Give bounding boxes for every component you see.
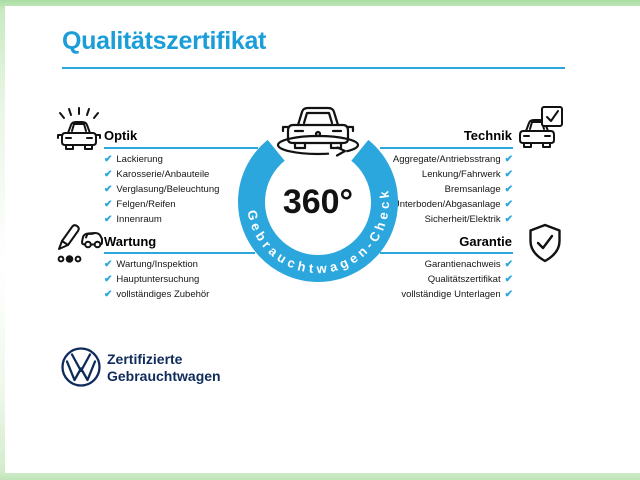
list-item: vollständige Unterlagen ✔ bbox=[343, 287, 513, 302]
list-item: Qualitätszertifikat ✔ bbox=[343, 272, 513, 287]
item-label: vollständige Unterlagen bbox=[401, 289, 501, 300]
item-label: Lackierung bbox=[116, 154, 163, 165]
check-icon: ✔ bbox=[504, 288, 513, 300]
list-item: ✔ Verglasung/Beleuchtung bbox=[104, 182, 219, 197]
item-label: Verglasung/Beleuchtung bbox=[116, 184, 220, 195]
list-item: ✔ Felgen/Reifen bbox=[104, 197, 219, 212]
item-label: vollständiges Zubehör bbox=[116, 289, 210, 300]
item-label: Sicherheit/Elektrik bbox=[424, 214, 501, 225]
service-checklist-icon bbox=[53, 223, 105, 267]
section-heading-optik: Optik bbox=[104, 128, 138, 143]
check-icon: ✔ bbox=[104, 153, 113, 165]
check-icon: ✔ bbox=[104, 258, 113, 270]
check-icon: ✔ bbox=[504, 258, 513, 270]
check-icon: ✔ bbox=[504, 213, 513, 225]
brand-claim: Zertifizierte Gebrauchtwagen bbox=[107, 351, 221, 384]
list-item: Garantienachweis ✔ bbox=[343, 257, 513, 272]
item-label: Bremsanlage bbox=[444, 184, 501, 195]
brand-claim-line2: Gebrauchtwagen bbox=[107, 367, 221, 384]
vw-logo-icon bbox=[60, 346, 102, 388]
technik-list: Aggregate/Antriebsstrang ✔ Lenkung/Fahrwe… bbox=[343, 152, 513, 227]
garantie-rule bbox=[380, 252, 513, 254]
item-label: Wartung/Inspektion bbox=[116, 259, 198, 270]
section-heading-wartung: Wartung bbox=[104, 234, 157, 249]
check-icon: ✔ bbox=[504, 183, 513, 195]
list-item: ✔ Lackierung bbox=[104, 152, 219, 167]
garantie-list: Garantienachweis ✔ Qualitätszertifikat ✔ v… bbox=[343, 257, 513, 302]
check-icon: ✔ bbox=[104, 288, 113, 300]
list-item: Lenkung/Fahrwerk ✔ bbox=[343, 167, 513, 182]
list-item: ✔ Innenraum bbox=[104, 212, 219, 227]
item-label: Aggregate/Antriebsstrang bbox=[392, 154, 501, 165]
check-icon: ✔ bbox=[104, 213, 113, 225]
section-heading-technik: Technik bbox=[463, 128, 512, 143]
item-label: Unterboden/Abgasanlage bbox=[392, 199, 501, 210]
item-label: Qualitätszertifikat bbox=[427, 274, 501, 285]
list-item: Bremsanlage ✔ bbox=[343, 182, 513, 197]
car-checkbox-icon bbox=[518, 105, 564, 149]
item-label: Lenkung/Fahrwerk bbox=[421, 169, 501, 180]
shield-check-icon bbox=[525, 222, 565, 264]
list-item: ✔ vollständiges Zubehör bbox=[104, 287, 209, 302]
list-item: ✔ Hauptuntersuchung bbox=[104, 272, 209, 287]
item-label: Felgen/Reifen bbox=[116, 199, 176, 210]
technik-rule bbox=[380, 147, 513, 149]
list-item: Sicherheit/Elektrik ✔ bbox=[343, 212, 513, 227]
check-icon: ✔ bbox=[104, 168, 113, 180]
brand-claim-line1: Zertifizierte bbox=[107, 351, 183, 367]
optik-list: ✔ Lackierung ✔ Karosserie/Anbauteile ✔ Verg… bbox=[104, 152, 219, 227]
list-item: Aggregate/Antriebsstrang ✔ bbox=[343, 152, 513, 167]
title-divider bbox=[62, 67, 565, 69]
item-label: Hauptuntersuchung bbox=[116, 274, 200, 285]
check-icon: ✔ bbox=[504, 153, 513, 165]
list-item: ✔ Wartung/Inspektion bbox=[104, 257, 209, 272]
page-title: Qualitätszertifikat bbox=[62, 27, 267, 55]
check-icon: ✔ bbox=[104, 183, 113, 195]
optik-rule bbox=[104, 147, 258, 149]
wartung-list: ✔ Wartung/Inspektion ✔ Hauptuntersuchung ✔… bbox=[104, 257, 209, 302]
check-icon: ✔ bbox=[504, 273, 513, 285]
check-icon: ✔ bbox=[104, 198, 113, 210]
item-label: Garantienachweis bbox=[424, 259, 501, 270]
wartung-rule bbox=[104, 252, 255, 254]
item-label: Karosserie/Anbauteile bbox=[116, 169, 210, 180]
list-item: ✔ Karosserie/Anbauteile bbox=[104, 167, 219, 182]
car-shine-icon bbox=[56, 106, 102, 152]
section-heading-garantie: Garantie bbox=[459, 234, 512, 249]
check-icon: ✔ bbox=[504, 168, 513, 180]
check-icon: ✔ bbox=[504, 198, 513, 210]
check-icon: ✔ bbox=[104, 273, 113, 285]
list-item: Unterboden/Abgasanlage ✔ bbox=[343, 197, 513, 212]
item-label: Innenraum bbox=[116, 214, 162, 225]
